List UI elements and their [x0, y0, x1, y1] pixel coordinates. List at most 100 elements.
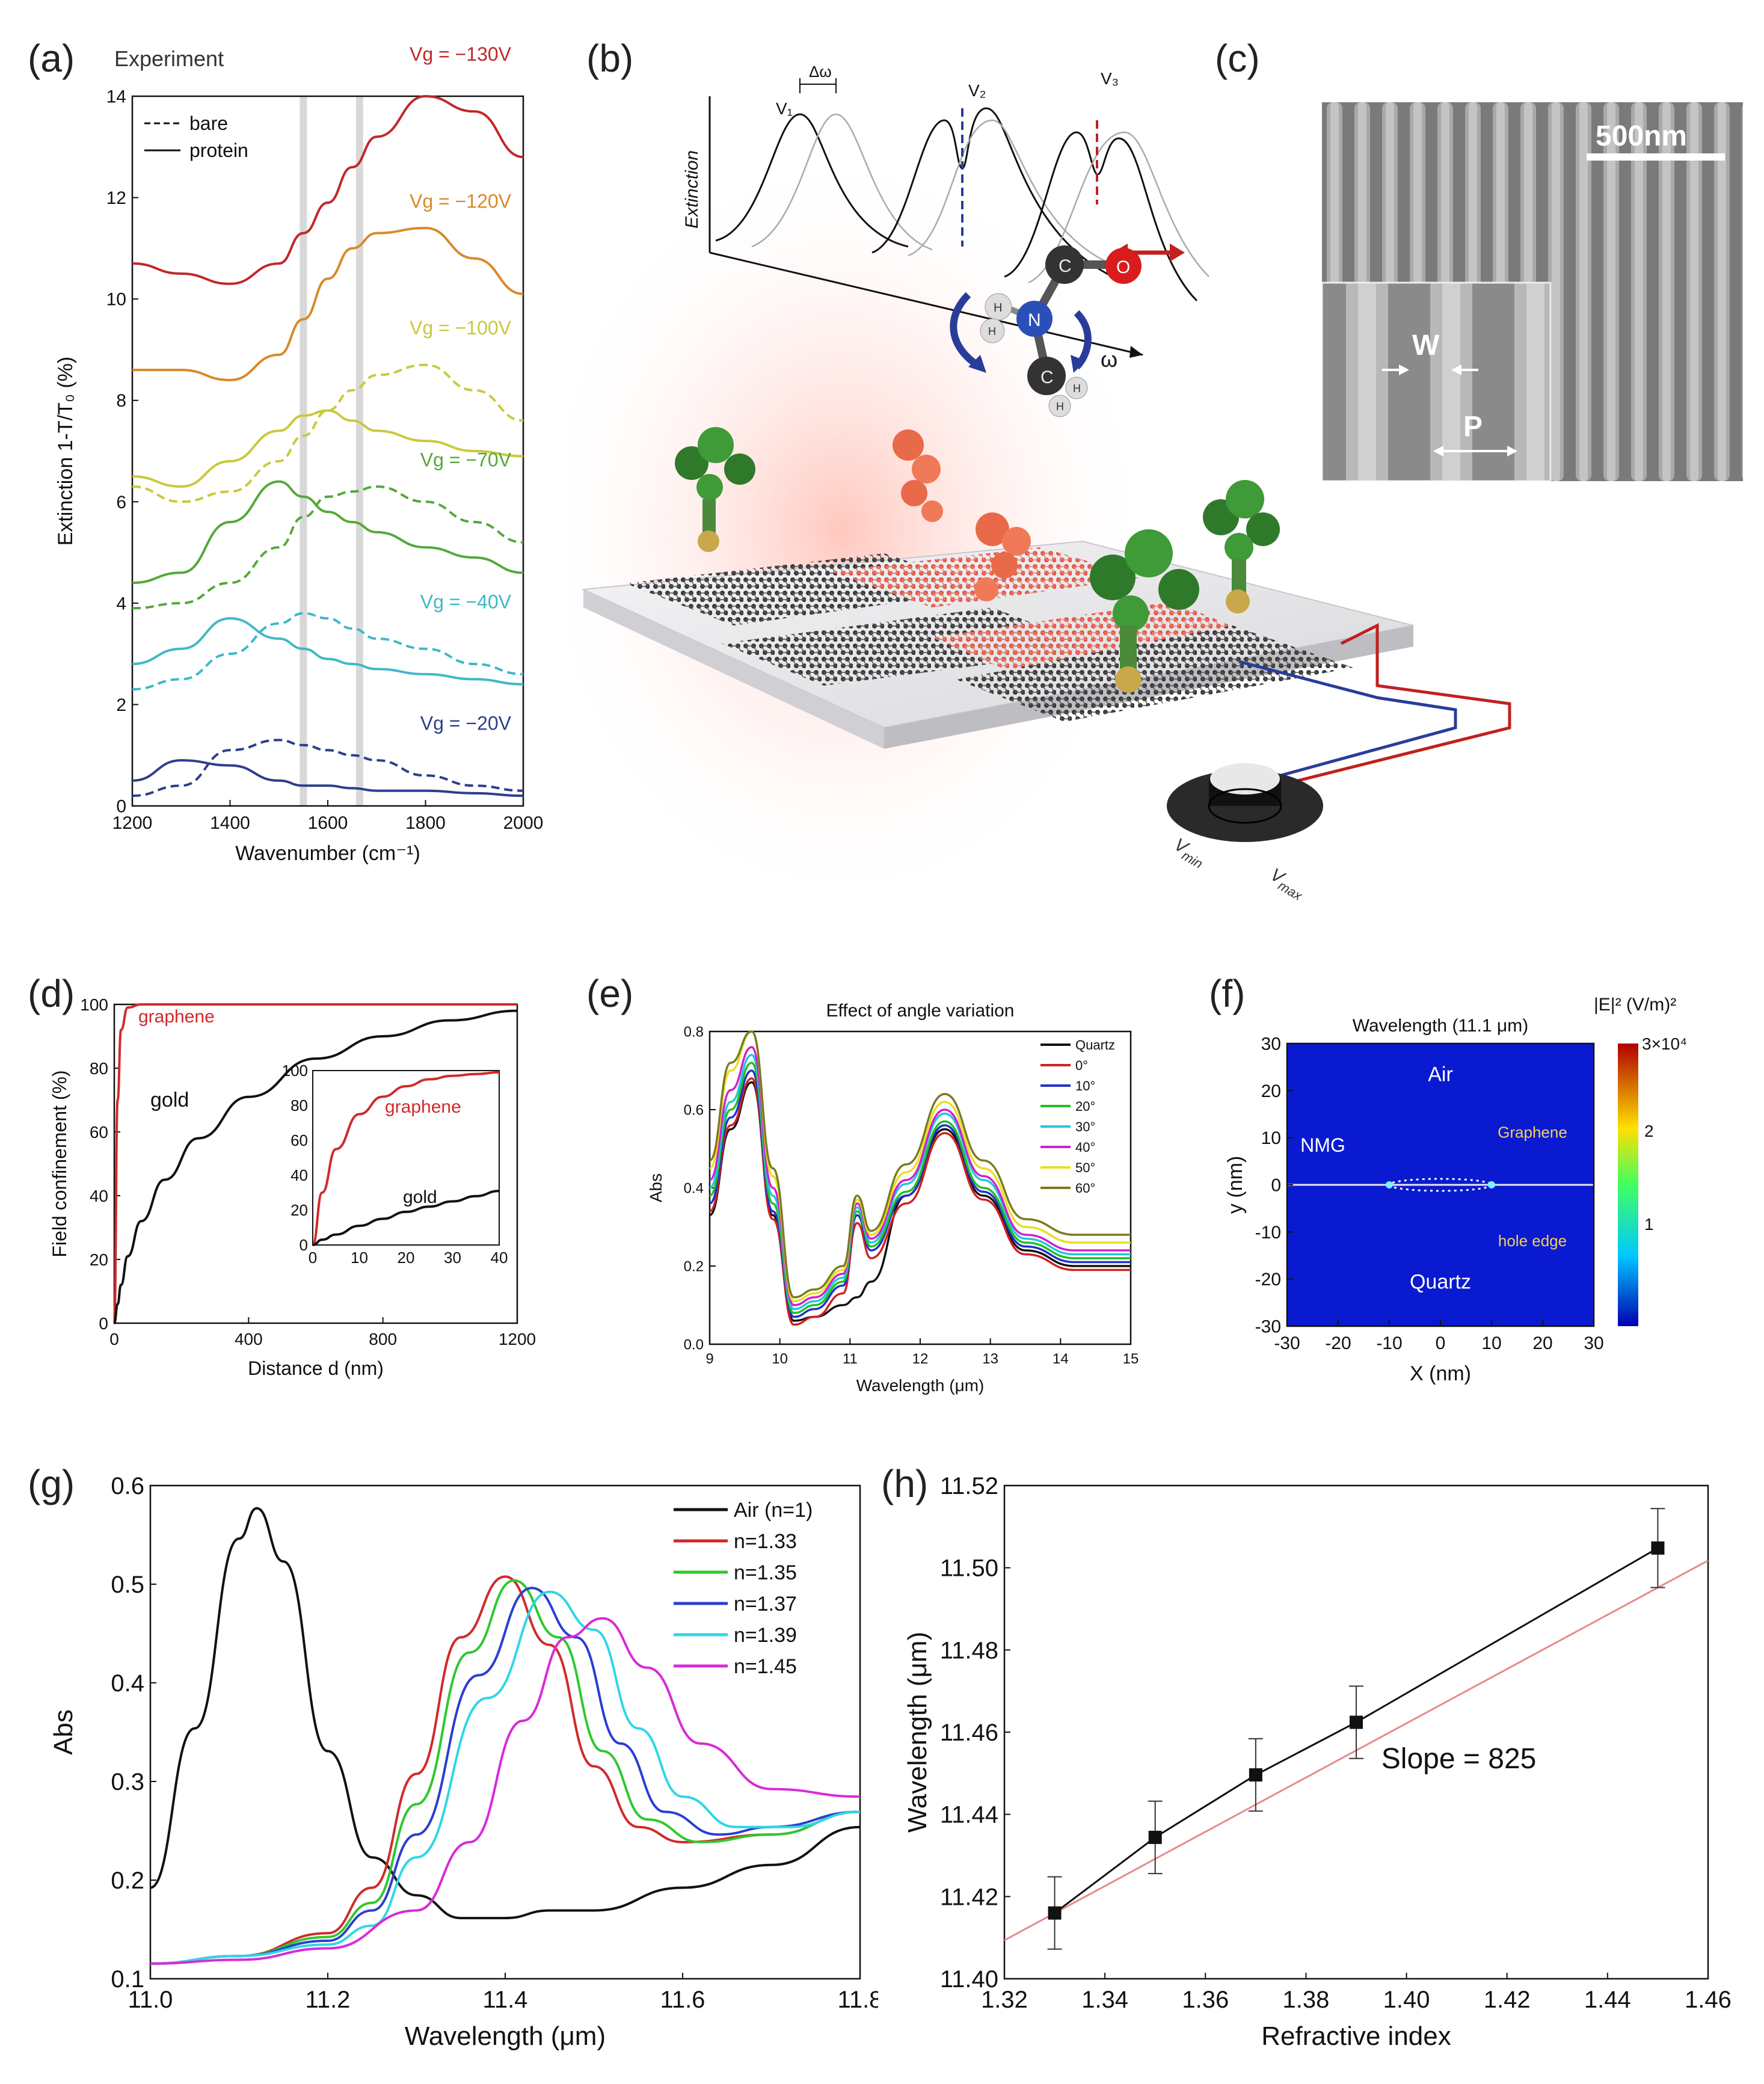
y-tick-label: 0 [1271, 1176, 1281, 1196]
panel-label-c: (c) [1215, 37, 1260, 80]
x-tick-label: 20 [1532, 1333, 1552, 1353]
x-tick-label: 1800 [405, 813, 446, 833]
series-label-gold: gold [150, 1089, 189, 1111]
annotation-nmg: NMG [1300, 1134, 1345, 1156]
y-tick-label: 11.52 [940, 1473, 998, 1499]
y-tick-label: -30 [1255, 1317, 1281, 1337]
y-axis-label: Field confinement (%) [49, 1070, 70, 1257]
x-tick-label: 11.8 [838, 1987, 878, 2013]
vmin-label: Vmin [1169, 834, 1210, 871]
series-line [150, 1587, 861, 1965]
plot-frame [149, 1484, 861, 1980]
legend-label: 40° [1075, 1140, 1095, 1155]
hot-spot [1386, 1181, 1393, 1188]
x-tick-label: 9 [705, 1351, 713, 1367]
y-tick-label: 0.6 [111, 1473, 144, 1499]
inset-y-tick-label: 100 [282, 1062, 308, 1080]
chart-title: Effect of angle variation [826, 1001, 1015, 1021]
x-tick-label: 11.0 [128, 1987, 173, 2013]
x-tick-label: 1200 [112, 813, 153, 833]
y-tick-label: 0.6 [684, 1102, 704, 1118]
legend-label: 10° [1075, 1078, 1095, 1093]
chart-title: Wavelength (11.1 μm) [1353, 1016, 1528, 1036]
x-tick-label: 1400 [210, 813, 250, 833]
peak-v2-label: V₂ [968, 81, 986, 100]
series-line [150, 1579, 861, 1965]
voltage-knob-icon[interactable] [1167, 763, 1323, 842]
series-line [132, 363, 524, 503]
x-tick-label: 1.44 [1584, 1987, 1631, 2013]
inset-x-tick-label: 10 [351, 1249, 368, 1267]
y-axis-label: Abs [49, 1709, 78, 1755]
inset-series-line [312, 1190, 500, 1246]
panel-label-b: (b) [586, 37, 634, 80]
x-tick-label: 1.42 [1484, 1987, 1531, 2013]
panel-label-d: (d) [28, 972, 75, 1015]
x-tick-label: 11.4 [483, 1987, 528, 2013]
graphene-ribbon [956, 626, 1353, 722]
x-tick-label: 10 [1481, 1333, 1501, 1353]
y-tick-label: 11.50 [940, 1555, 998, 1582]
series-line [709, 1054, 1131, 1311]
y-tick-label: 4 [116, 594, 126, 613]
y-tick-label: 11.40 [940, 1966, 998, 1993]
legend-label: 20° [1075, 1099, 1095, 1114]
series-line [132, 227, 524, 382]
legend-label: n=1.45 [734, 1655, 797, 1678]
series-label: Vg = −40V [420, 591, 512, 612]
inset-x-tick-label: 30 [444, 1249, 461, 1267]
series-line [132, 759, 524, 798]
y-tick-label: 0.8 [684, 1024, 704, 1040]
y-tick-label: 6 [116, 493, 126, 512]
panel-label-h: (h) [881, 1462, 929, 1505]
sem-image-nanoribbons: 500nm W P [1322, 102, 1743, 481]
series-line [709, 1081, 1131, 1322]
data-point [1249, 1768, 1262, 1782]
inset-series-line [312, 1071, 500, 1246]
atom-o-label: O [1116, 257, 1130, 277]
series-line [709, 1069, 1131, 1318]
carbon-atom-icon [1045, 245, 1084, 284]
legend-label: n=1.33 [734, 1530, 797, 1553]
colorbar-tick-label: 3×10⁴ [1642, 1034, 1687, 1053]
axis-extinction-label: Extinction [682, 150, 702, 229]
annotation-graphene: Graphene [1498, 1123, 1567, 1142]
hydrogen-atom-icon [985, 293, 1012, 321]
y-tick-label: -10 [1255, 1223, 1281, 1243]
legend-label-bare: bare [189, 112, 228, 134]
legend-label-protein: protein [189, 140, 248, 161]
chart-e-angle-variation: Effect of angle variation 9 10 11 12 13 14 15 0.… [647, 1001, 1139, 1395]
y-tick-label: 0.0 [684, 1336, 704, 1353]
x-tick-label: 11.6 [660, 1987, 705, 2013]
y-tick-label: 0 [116, 797, 126, 817]
x-tick-label: 1600 [308, 813, 348, 833]
peak-v3-label: V₃ [1101, 69, 1119, 88]
series-line [709, 1030, 1131, 1299]
x-axis-label: Wavelength (μm) [856, 1376, 985, 1395]
chart-a-extinction-spectra: 1200 1400 1600 1800 2000 0 2 4 6 8 10 12 14 Wavenumbe… [54, 43, 543, 865]
atom-c2-label: C [1040, 367, 1054, 387]
atom-h-label: H [994, 301, 1002, 315]
carbon-atom-icon [1027, 357, 1066, 395]
series-line [132, 480, 524, 585]
chart-g-refractive-spectra: 11.0 11.2 11.4 11.6 11.8 0.1 0.2 0.3 0.4 0.5 0.6 Wa… [49, 1473, 878, 2051]
x-tick-label: 800 [369, 1330, 397, 1348]
x-axis-label: Refractive index [1261, 2021, 1451, 2051]
series-line [132, 739, 524, 798]
inset-y-tick-label: 20 [290, 1201, 308, 1219]
legend-label: n=1.35 [734, 1561, 797, 1584]
x-tick-label: 0 [109, 1330, 119, 1348]
series-line [709, 1077, 1131, 1326]
series-line [132, 94, 524, 285]
x-tick-label: 1.34 [1081, 1987, 1128, 2013]
y-tick-label: 0.5 [111, 1572, 144, 1598]
antigen-icon [893, 429, 1031, 601]
y-tick-label: 2 [116, 695, 126, 715]
oxygen-atom-icon [1105, 248, 1142, 284]
x-tick-label: 1.32 [981, 1987, 1028, 2013]
y-tick-label: 0.3 [111, 1769, 144, 1795]
schematic-b-graphene-biosensor: Extinction ω Δω V₁ V₂ V₃ C O N C H [571, 63, 1511, 902]
atom-c-label: C [1059, 256, 1072, 276]
series-line [113, 1003, 517, 1324]
